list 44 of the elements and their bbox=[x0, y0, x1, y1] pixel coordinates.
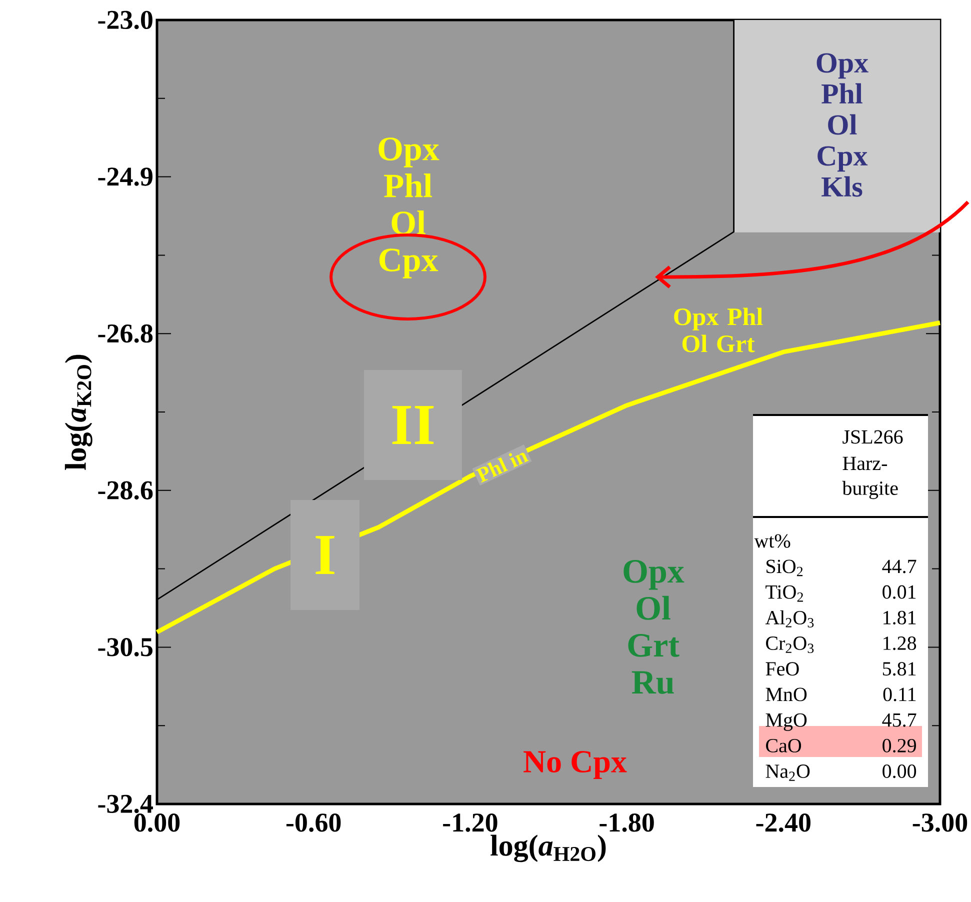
annotation: burgite bbox=[842, 480, 898, 500]
annotation: 5.81 bbox=[882, 662, 916, 676]
annotation: 1.28 bbox=[884, 636, 916, 650]
annotation: Opx Phl Ol Cpx Kls bbox=[816, 53, 868, 197]
annotation: Opx Phl Ol Grt bbox=[674, 308, 763, 352]
y-tick-label: -24.9 bbox=[98, 168, 152, 186]
x-tick-label: 0.00 bbox=[134, 814, 180, 832]
annotation: Cr$_{2}$O$_{3}$ bbox=[766, 636, 814, 654]
x-tick-label: -2.40 bbox=[756, 814, 810, 832]
annotation: II bbox=[392, 406, 434, 444]
annotation: wt% bbox=[754, 534, 790, 548]
annotation: No Cpx bbox=[524, 751, 627, 780]
annotation: Phl in bbox=[476, 452, 529, 483]
annotation: Opx Ol Grt Ru bbox=[624, 560, 684, 694]
y-tick-label: -30.5 bbox=[98, 638, 152, 656]
y-axis-title: log(a$_{K2O}$) bbox=[64, 354, 92, 470]
x-tick-label: -0.60 bbox=[286, 814, 341, 832]
annotation: 0.29 bbox=[882, 738, 916, 752]
y-tick-label: -23.0 bbox=[98, 10, 152, 30]
annotation: JSL266 bbox=[842, 430, 903, 444]
annotation: I bbox=[316, 536, 334, 574]
annotation: MgO bbox=[766, 713, 807, 731]
annotation: Opx Phl Ol Cpx bbox=[378, 138, 440, 278]
annotation: 0.00 bbox=[882, 764, 916, 778]
x-axis-title: log(a$_{H2O}$) bbox=[490, 834, 606, 862]
annotation: Na$_{2}$O bbox=[766, 764, 810, 781]
x-tick-label: -3.00 bbox=[912, 814, 968, 832]
annotation: 1.81 bbox=[884, 610, 916, 624]
annotation: Harz- bbox=[842, 456, 888, 470]
annotation: Al$_{2}$O$_{3}$ bbox=[765, 610, 814, 628]
annotation: CaO bbox=[766, 738, 802, 752]
x-tick-label: -1.20 bbox=[443, 814, 498, 832]
annotation: MnO bbox=[766, 688, 807, 702]
y-tick-label: -26.8 bbox=[98, 324, 153, 343]
annotation: FeO bbox=[766, 662, 799, 676]
y-tick-label: -32.4 bbox=[98, 794, 153, 814]
annotation: 45.7 bbox=[882, 713, 916, 727]
annotation: TiO$_{2}$ bbox=[766, 585, 803, 602]
x-tick-label: -1.80 bbox=[600, 814, 654, 832]
annotation: SiO$_{2}$ bbox=[766, 560, 803, 576]
annotation: 0.01 bbox=[882, 585, 916, 599]
annotation: 0.11 bbox=[883, 688, 916, 702]
annotation: 44.7 bbox=[882, 560, 916, 574]
y-tick-label: -28.6 bbox=[98, 481, 153, 500]
